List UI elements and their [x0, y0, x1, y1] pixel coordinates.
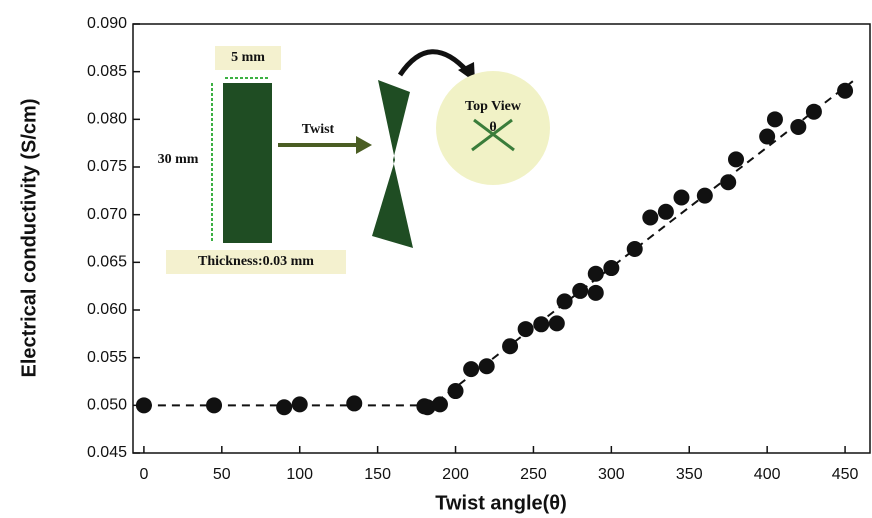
x-tick-label: 350 — [676, 466, 703, 483]
data-point — [206, 397, 223, 414]
annotation: 5 mm — [231, 50, 265, 65]
annotation: θ — [489, 120, 496, 135]
data-point — [447, 383, 464, 400]
data-point — [720, 174, 737, 191]
y-tick-label: 0.085 — [87, 63, 127, 80]
y-tick-label: 0.075 — [87, 158, 127, 175]
data-point — [790, 118, 807, 135]
data-point — [603, 260, 620, 277]
data-point — [548, 315, 565, 332]
y-tick-label: 0.080 — [87, 111, 127, 128]
data-point — [696, 187, 713, 204]
y-tick-label: 0.050 — [87, 397, 127, 414]
inset-diagram — [166, 46, 550, 274]
x-tick-label: 100 — [286, 466, 313, 483]
x-tick-label: 200 — [442, 466, 469, 483]
arrow — [473, 118, 515, 152]
y-tick-label: 0.060 — [87, 301, 127, 318]
data-point — [291, 396, 308, 413]
x-axis-label: Twist angle(θ) — [435, 492, 567, 514]
annotation: Twist — [302, 122, 335, 137]
data-point — [517, 321, 534, 338]
top-view-circle — [436, 71, 550, 185]
annotation: Thickness:0.03 mm — [198, 254, 314, 269]
y-tick-label: 0.070 — [87, 206, 127, 223]
x-tick-label: 250 — [520, 466, 547, 483]
data-point — [533, 316, 550, 333]
data-point — [431, 396, 448, 413]
twisted-film — [372, 80, 413, 248]
data-point — [346, 395, 363, 412]
y-axis-label: Electrical conductivity (S/cm) — [18, 99, 40, 378]
x-tick-label: 150 — [364, 466, 391, 483]
data-point — [657, 203, 674, 220]
x-tick-label: 0 — [139, 466, 148, 483]
annotation: 30 mm — [158, 152, 199, 167]
data-point — [276, 399, 293, 416]
x-tick-label: 50 — [213, 466, 231, 483]
curved-arrow — [397, 49, 470, 77]
data-point — [419, 399, 436, 416]
data-point — [587, 284, 604, 301]
data-point — [642, 209, 659, 226]
label-box — [215, 46, 281, 70]
data-point — [135, 397, 152, 414]
x-tick-label: 400 — [754, 466, 781, 483]
label-box — [166, 250, 346, 274]
data-point — [587, 265, 604, 282]
data-point — [463, 361, 480, 378]
x-tick-label: 450 — [832, 466, 859, 483]
y-tick-label: 0.045 — [87, 444, 127, 461]
x-tick-label: 300 — [598, 466, 625, 483]
data-point — [478, 358, 495, 375]
y-tick-label: 0.065 — [87, 254, 127, 271]
plot-frame — [132, 23, 871, 454]
data-point — [766, 111, 783, 128]
data-point — [728, 151, 744, 168]
data-point — [572, 282, 589, 299]
film — [223, 83, 272, 243]
data-point — [556, 293, 573, 310]
data-point — [502, 338, 519, 355]
data-point — [805, 103, 822, 120]
data-point — [759, 128, 776, 145]
data-point — [626, 240, 643, 257]
data-point — [673, 189, 690, 206]
y-tick-label: 0.055 — [87, 349, 127, 366]
data-point — [837, 82, 854, 99]
arrow-head — [356, 136, 372, 154]
y-tick-label: 0.090 — [87, 15, 127, 32]
annotation: Top View — [465, 99, 522, 114]
